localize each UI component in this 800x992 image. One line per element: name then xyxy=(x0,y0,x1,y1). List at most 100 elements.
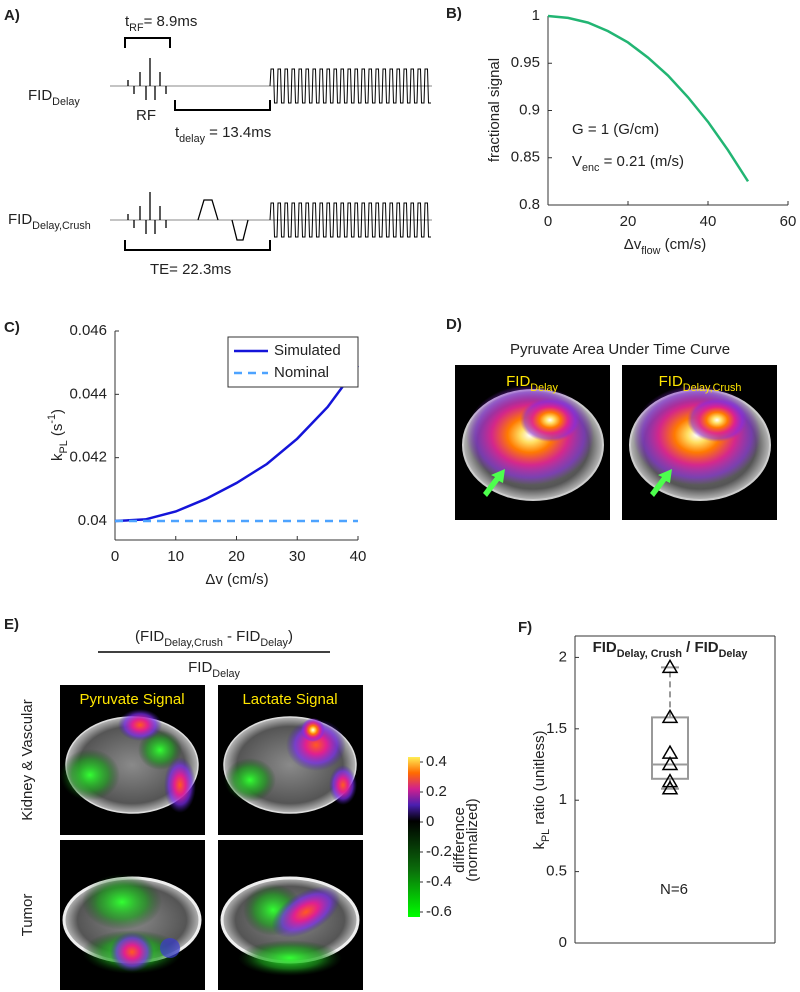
chart-title-part: / FID xyxy=(682,639,719,656)
label: tdelay = 13.4ms xyxy=(175,124,271,145)
y-axis-label-part: (s xyxy=(49,424,66,441)
y-axis-label-part: -1 xyxy=(46,414,58,424)
bracket xyxy=(124,37,171,48)
x-tick-label: 40 xyxy=(700,213,717,230)
y-tick-label: 0.95 xyxy=(511,54,540,71)
point xyxy=(661,708,679,724)
y-axis-label-part: PL xyxy=(58,440,70,453)
legend-label: Nominal xyxy=(274,364,329,381)
y-axis-label: kPL (s-1) xyxy=(46,409,70,461)
x-axis-label-part: flow xyxy=(641,245,660,257)
y-axis-label-part: ratio (unitless) xyxy=(531,730,548,828)
y-axis-label-part: PL xyxy=(540,829,552,842)
y-axis-label: kPL ratio (unitless) xyxy=(531,730,552,849)
y-axis-label: fractional signal xyxy=(486,58,503,162)
annotation: N=6 xyxy=(660,881,688,898)
fraction-denominator-part: Delay xyxy=(212,668,240,680)
point xyxy=(661,756,679,771)
colorbar-tick-label: 0 xyxy=(426,813,434,830)
column-label: Pyruvate Signal xyxy=(79,691,184,708)
panel-label: F) xyxy=(518,619,532,636)
image-label-part: Delay xyxy=(530,382,558,394)
series-line xyxy=(547,14,750,183)
x-tick-label: 10 xyxy=(167,548,184,565)
fraction-numerator-part: ) xyxy=(288,628,293,645)
legend xyxy=(227,336,359,388)
label: tRF= 8.9ms xyxy=(125,13,197,34)
annotation-part: G = 1 (G/cm) xyxy=(572,121,659,138)
fraction-numerator: (FIDDelay,Crush - FIDDelay) xyxy=(135,628,293,649)
colorbar-tick-label: -0.2 xyxy=(426,843,452,860)
x-tick-label: 40 xyxy=(350,548,367,565)
colorbar-tick-label: 0.2 xyxy=(426,783,447,800)
label-part: FID xyxy=(8,211,32,228)
series-line xyxy=(114,365,360,523)
column-label: Lactate Signal xyxy=(242,691,337,708)
row-label: Kidney & Vascular xyxy=(19,699,36,820)
point xyxy=(661,658,679,674)
y-tick-label: 0.04 xyxy=(78,512,107,529)
panel-label: D) xyxy=(446,316,462,333)
colorbar-tick-label: -0.6 xyxy=(426,903,452,920)
y-tick-label: 1 xyxy=(532,7,540,24)
image-lactate-tumor xyxy=(216,838,365,992)
row-label: Tumor xyxy=(19,894,36,937)
panel-label: A) xyxy=(4,7,20,24)
x-tick-label: 0 xyxy=(111,548,119,565)
label: RF xyxy=(136,107,156,124)
label-part: t xyxy=(125,13,130,30)
chart-title-part: Delay, Crush xyxy=(617,648,682,660)
x-tick-label: 30 xyxy=(289,548,306,565)
fraction-denominator-part: FID xyxy=(188,659,212,676)
annotation-part: N=6 xyxy=(660,881,688,898)
colorbar-label: difference xyxy=(451,807,468,873)
label-part: FID xyxy=(28,87,52,104)
image-label: FIDDelay xyxy=(506,373,558,394)
label: FIDDelay xyxy=(28,87,80,108)
image-pyruvate-tumor xyxy=(58,838,207,992)
annotation: G = 1 (G/cm) xyxy=(572,121,659,138)
x-axis-label-part: Δv xyxy=(624,236,642,253)
x-axis-label: Δvflow (cm/s) xyxy=(624,236,707,257)
y-tick-label: 0 xyxy=(559,934,567,951)
y-tick-label: 0.044 xyxy=(69,385,107,402)
x-axis-label: Δv (cm/s) xyxy=(205,571,268,588)
image-label: FIDDelay,Crush xyxy=(659,373,742,394)
label-part: Delay xyxy=(52,96,80,108)
panel-title: Pyruvate Area Under Time Curve xyxy=(510,341,730,358)
annotation-part: V xyxy=(572,153,582,170)
label-part: delay xyxy=(179,133,205,145)
y-axis-label-part: ) xyxy=(49,409,66,414)
x-tick-label: 0 xyxy=(544,213,552,230)
x-tick-label: 60 xyxy=(780,213,797,230)
point xyxy=(661,773,679,788)
y-tick-label: 0.8 xyxy=(519,196,540,213)
chart-title-part: Delay xyxy=(719,648,748,660)
colorbar-tick-label: -0.4 xyxy=(426,873,452,890)
y-axis-label-part: k xyxy=(49,453,66,461)
label-part: = 13.4ms xyxy=(205,124,271,141)
crusher xyxy=(197,199,219,221)
label-part: t xyxy=(175,124,180,141)
y-tick-label: 1 xyxy=(559,791,567,808)
readout xyxy=(269,202,431,238)
annotation-part: = 0.21 (m/s) xyxy=(599,153,684,170)
y-tick-label: 0.9 xyxy=(519,101,540,118)
label: FIDDelay,Crush xyxy=(8,211,91,232)
legend-label: Simulated xyxy=(274,342,341,359)
fraction-numerator-part: Delay,Crush xyxy=(164,637,223,649)
fraction-numerator-part: - FID xyxy=(223,628,261,645)
chart-title-part: FID xyxy=(593,639,617,656)
y-tick-label: 0.046 xyxy=(69,322,107,339)
x-axis-label-part: (cm/s) xyxy=(660,236,706,253)
x-tick-label: 20 xyxy=(620,213,637,230)
fraction-numerator-part: (FID xyxy=(135,628,164,645)
chart-title: FIDDelay, Crush / FIDDelay xyxy=(593,639,748,660)
label-part: RF xyxy=(129,22,144,34)
image-label-part: FID xyxy=(659,373,683,390)
y-tick-label: 1.5 xyxy=(546,720,567,737)
crusher xyxy=(231,219,249,241)
label: TE= 22.3ms xyxy=(150,261,231,278)
y-tick-label: 2 xyxy=(559,648,567,665)
colorbar-tick-label: 0.4 xyxy=(426,753,447,770)
